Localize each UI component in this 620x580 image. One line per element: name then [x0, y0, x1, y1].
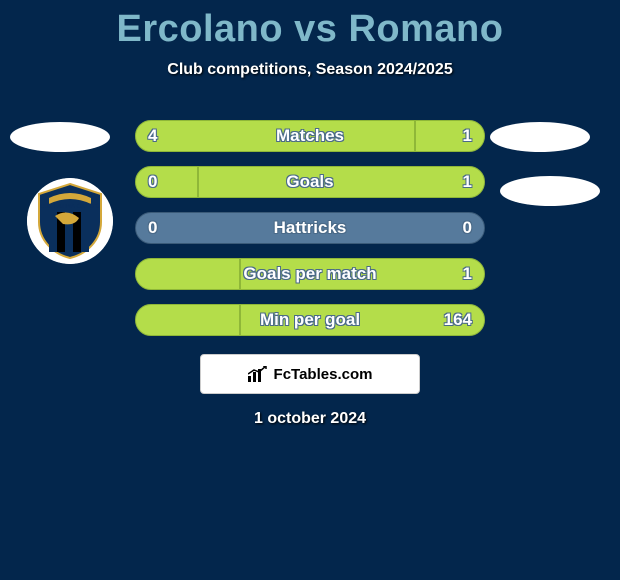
stat-row: Goals0 1: [110, 166, 510, 198]
stat-value-left: 0: [148, 166, 157, 198]
comparison-chart: Matches41Goals01Hattricks00Goals per mat…: [110, 120, 510, 350]
footer-date: 1 october 2024: [0, 410, 620, 428]
brand-badge: FcTables.com: [200, 354, 420, 394]
stat-row: Matches4 1: [110, 120, 510, 152]
stat-value-right: 1: [463, 166, 472, 198]
stat-value-right: 1: [463, 258, 472, 290]
club-logo-latina: U.S. LATINA CALCIO: [27, 178, 113, 264]
stat-value-left: 0: [148, 212, 157, 244]
oval-placeholder: [10, 122, 110, 152]
stat-row: Hattricks0 0: [110, 212, 510, 244]
page-subtitle: Club competitions, Season 2024/2025: [0, 61, 620, 79]
chart-icon: [248, 366, 268, 382]
stat-value-right: 164: [444, 304, 472, 336]
stat-value-left: 4: [148, 120, 157, 152]
stat-label: Matches: [110, 120, 510, 152]
brand-text: FcTables.com: [274, 366, 373, 383]
stat-row: Min per goal164: [110, 304, 510, 336]
svg-text:U.S. LATINA CALCIO: U.S. LATINA CALCIO: [40, 204, 100, 210]
stat-value-right: 1: [463, 120, 472, 152]
stat-value-right: 0: [463, 212, 472, 244]
page-title: Ercolano vs Romano: [0, 0, 620, 51]
stat-label: Goals per match: [110, 258, 510, 290]
stat-row: Goals per match1: [110, 258, 510, 290]
stat-label: Hattricks: [110, 212, 510, 244]
oval-placeholder: [500, 176, 600, 206]
stat-label: Goals: [110, 166, 510, 198]
